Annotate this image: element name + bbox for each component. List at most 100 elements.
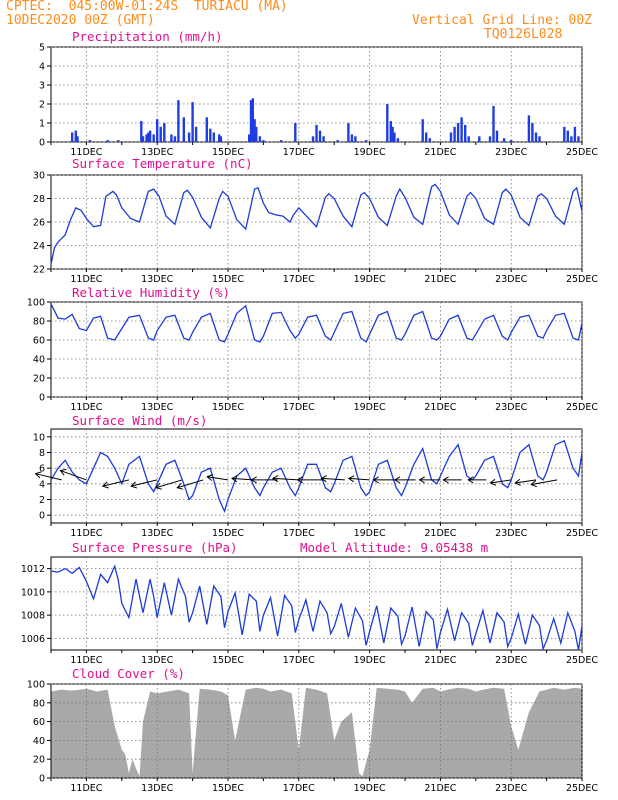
wind-xtick-label: 17DEC <box>283 528 315 539</box>
precip-bar <box>573 126 577 142</box>
cloud-ytick-label: 0 <box>39 774 45 785</box>
temp-xtick-label: 19DEC <box>354 274 386 285</box>
rh-line <box>50 303 583 343</box>
precip-bar <box>177 100 180 142</box>
wind-vector <box>131 479 158 487</box>
wind-vector-head <box>320 475 328 483</box>
precip-bar <box>354 136 357 142</box>
precip-bar <box>117 140 120 142</box>
precip-bar <box>253 119 256 142</box>
temp-xtick-label: 11DEC <box>70 274 102 285</box>
wind-vector-head <box>130 481 138 489</box>
wind-vector <box>102 479 129 487</box>
cloud-area <box>51 687 582 778</box>
wind-ytick-label: 10 <box>33 432 45 443</box>
precip-bar <box>279 140 283 142</box>
precip-bar <box>76 136 79 142</box>
precip-bar <box>159 126 162 142</box>
pres-line <box>50 564 583 652</box>
wind-vector-head <box>530 480 537 488</box>
rh-title: Relative Humidity (%) <box>72 285 231 300</box>
precip-bar <box>187 132 191 142</box>
precip-bar <box>502 138 506 142</box>
pres-xtick-label: 15DEC <box>212 655 244 666</box>
precip-bar <box>570 136 573 142</box>
precip-bar <box>391 126 394 142</box>
grid-line-note: Vertical Grid Line: 00Z <box>412 13 593 28</box>
wind-vector-head <box>372 476 379 484</box>
cloud-ytick-label: 20 <box>33 755 45 766</box>
rh-xtick-label: 15DEC <box>212 402 244 413</box>
precip-bar <box>74 130 77 142</box>
precip-bar <box>318 130 322 142</box>
precip-bar <box>194 126 198 142</box>
precip-bar <box>566 130 569 142</box>
wind-xtick-label: 21DEC <box>424 528 456 539</box>
temp-xtick-label: 15DEC <box>212 274 244 285</box>
model-altitude: Model Altitude: 9.05438 m <box>300 540 489 555</box>
pres-xtick-label: 23DEC <box>495 655 527 666</box>
wind-vector <box>272 477 299 481</box>
precip-bar <box>163 123 166 142</box>
wind-vector <box>348 477 370 481</box>
precip-bar <box>347 123 350 142</box>
precip-bar <box>145 134 148 142</box>
pres-frame <box>50 556 583 651</box>
precip-bar <box>219 136 223 142</box>
precip-bar <box>396 138 400 142</box>
cloud-xtick-label: 17DEC <box>283 783 315 794</box>
wind-vector-head <box>489 478 497 486</box>
precip-bar <box>209 128 212 142</box>
cloud-xtick-label: 19DEC <box>354 783 386 794</box>
rh-ytick-label: 0 <box>39 393 45 404</box>
rh-xtick-label: 21DEC <box>424 402 456 413</box>
precip-bar <box>531 123 534 142</box>
rh-xtick-label: 13DEC <box>141 402 173 413</box>
wind-vector-head <box>34 471 42 479</box>
wind-title: Surface Wind (m/s) <box>72 413 208 428</box>
precip-ytick-label: 0 <box>39 138 45 149</box>
wind-ytick-label: 8 <box>39 448 45 459</box>
cloud-xtick-label: 11DEC <box>70 783 102 794</box>
wind-vector <box>231 477 253 481</box>
wind-ytick-label: 6 <box>39 464 45 475</box>
precip-title: Precipitation (mm/h) <box>72 29 223 44</box>
rh-xtick-label: 11DEC <box>70 402 102 413</box>
pres-xtick-label: 13DEC <box>141 655 173 666</box>
wind-xtick-label: 23DEC <box>495 528 527 539</box>
cloud-xtick-label: 23DEC <box>495 783 527 794</box>
precip-ytick-label: 4 <box>39 62 45 73</box>
precip-xtick-label: 25DEC <box>566 147 598 158</box>
precip-bar <box>478 136 481 142</box>
wind-vector-head <box>514 478 521 486</box>
wind-xtick-label: 11DEC <box>70 528 102 539</box>
wind-vector <box>177 479 204 489</box>
wind-xtick-label: 25DEC <box>566 528 598 539</box>
rh-xtick-label: 23DEC <box>495 402 527 413</box>
wind-vector-head <box>206 474 213 481</box>
wind-vector-head <box>176 482 184 490</box>
wind-ytick-label: 2 <box>39 495 45 506</box>
cloud-xtick-label: 13DEC <box>141 783 173 794</box>
precip-bar <box>336 140 339 142</box>
wind-vector-head <box>101 481 109 489</box>
precip-bar <box>534 132 538 142</box>
precip-bar <box>88 140 92 142</box>
precip-bar <box>262 140 265 142</box>
wind-vector <box>490 479 512 484</box>
precip-bar <box>492 105 495 142</box>
temp-xtick-label: 23DEC <box>495 274 527 285</box>
precip-ytick-label: 5 <box>39 43 45 54</box>
precip-bar <box>577 136 580 142</box>
precip-bar <box>538 136 541 142</box>
pres-ytick-label: 1012 <box>21 564 45 575</box>
temp-xtick-label: 13DEC <box>141 274 173 285</box>
rh-ytick-label: 20 <box>33 374 45 385</box>
precip-bar <box>173 136 177 142</box>
precip-bar <box>255 126 258 142</box>
wind-vector-head <box>418 476 425 484</box>
pres-ytick-label: 1006 <box>21 634 45 645</box>
rh-ytick-label: 100 <box>27 298 45 309</box>
precip-bar <box>156 119 159 142</box>
precip-ytick-label: 2 <box>39 100 45 111</box>
